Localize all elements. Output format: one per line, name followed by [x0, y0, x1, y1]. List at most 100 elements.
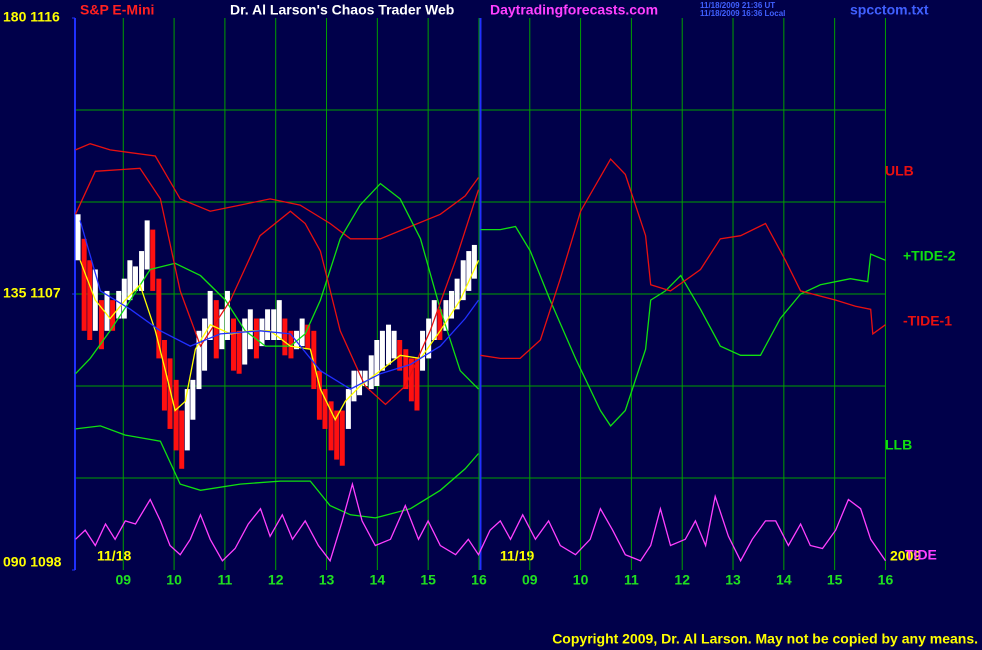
price-bar [173, 379, 179, 451]
price-bar [202, 318, 208, 371]
price-bar [454, 278, 460, 310]
price-bar [75, 214, 81, 261]
legend-label: LLB [885, 437, 912, 453]
price-bar [316, 370, 322, 420]
price-bar [466, 251, 472, 291]
price-bar [231, 318, 237, 371]
price-bar [374, 340, 380, 386]
price-bar [471, 244, 477, 279]
x-tick-label: 15 [827, 572, 843, 588]
price-bar [311, 330, 317, 390]
price-bar [362, 370, 368, 386]
price-bar [127, 260, 133, 301]
price-bar [98, 300, 104, 350]
price-bar [345, 389, 351, 429]
x-tick-label: 10 [166, 572, 182, 588]
price-bar [190, 379, 196, 420]
price-bar [288, 330, 294, 359]
x-tick-label: 10 [573, 572, 589, 588]
price-bar [116, 290, 122, 319]
price-bar [414, 358, 420, 411]
x-tick-label: 12 [674, 572, 690, 588]
price-bar [81, 238, 87, 331]
price-bar [207, 290, 213, 340]
x-tick-label: 09 [115, 572, 131, 588]
price-bar [276, 300, 282, 340]
price-bar [271, 309, 277, 340]
price-bar [121, 278, 127, 319]
price-bar [437, 309, 443, 340]
price-bar [144, 220, 150, 270]
price-bar [379, 330, 385, 371]
x-tick-label: 14 [776, 572, 792, 588]
legend-label: -TIDE-1 [903, 313, 952, 329]
price-bar [339, 410, 345, 466]
x-tick-label: 15 [420, 572, 436, 588]
x-tick-label: 12 [268, 572, 284, 588]
legend-label: TIDE [905, 547, 937, 563]
x-tick-label: 09 [522, 572, 538, 588]
price-bar [351, 370, 357, 402]
file-name: spcctom.txt [850, 2, 929, 18]
x-tick-label: 11 [624, 572, 639, 588]
site: Daytradingforecasts.com [490, 2, 658, 18]
date-label: 11/19 [500, 548, 534, 564]
price-bar [132, 266, 138, 291]
price-bar [322, 389, 328, 429]
price-bar [403, 349, 409, 390]
price-bar [265, 309, 271, 340]
date-label: 11/18 [97, 548, 131, 564]
price-bar [150, 229, 156, 291]
price-bar [242, 318, 248, 365]
price-bar [408, 358, 414, 402]
series-line [75, 143, 480, 240]
price-bar [259, 318, 265, 347]
price-bar [167, 358, 173, 429]
price-bar [179, 410, 185, 469]
price-bar [247, 309, 253, 350]
price-bar [104, 290, 110, 331]
x-tick-label: 11 [217, 572, 232, 588]
x-tick-label: 14 [370, 572, 386, 588]
x-tick-label: 13 [319, 572, 335, 588]
price-bar [357, 370, 363, 396]
legend-label: +TIDE-2 [903, 248, 956, 264]
price-bar [184, 389, 190, 451]
instrument: S&P E-Mini [80, 2, 154, 18]
timestamp: 11/18/2009 16:36 Local [700, 9, 785, 18]
price-bar [328, 401, 334, 451]
price-bar [368, 355, 374, 390]
series-line [79, 220, 480, 390]
x-tick-label: 16 [878, 572, 894, 588]
price-bar [196, 330, 202, 390]
price-bar [391, 330, 397, 359]
chart-title: Dr. Al Larson's Chaos Trader Web [230, 2, 454, 18]
y-tick-label: 090 1098 [3, 554, 62, 570]
price-bar [305, 324, 311, 350]
y-tick-label: 135 1107 [3, 285, 61, 301]
copyright: Copyright 2009, Dr. Al Larson. May not b… [552, 631, 978, 647]
price-bar [426, 318, 432, 359]
price-bar [449, 290, 455, 319]
price-bar [282, 318, 288, 356]
price-bar [386, 324, 392, 365]
y-tick-label: 180 1116 [3, 9, 60, 25]
series-line [75, 425, 479, 519]
price-bar [420, 330, 426, 371]
x-tick-label: 13 [725, 572, 741, 588]
price-bar [213, 300, 219, 359]
price-bar [224, 290, 230, 340]
price-bar [294, 330, 300, 350]
legend-label: ULB [885, 163, 914, 179]
price-bar [156, 278, 162, 359]
price-bar [236, 330, 242, 374]
price-bar [161, 340, 167, 411]
series-line [74, 158, 886, 406]
price-bar [334, 410, 340, 460]
price-bar [299, 318, 305, 347]
price-bar [443, 300, 449, 331]
price-bar [87, 260, 93, 340]
